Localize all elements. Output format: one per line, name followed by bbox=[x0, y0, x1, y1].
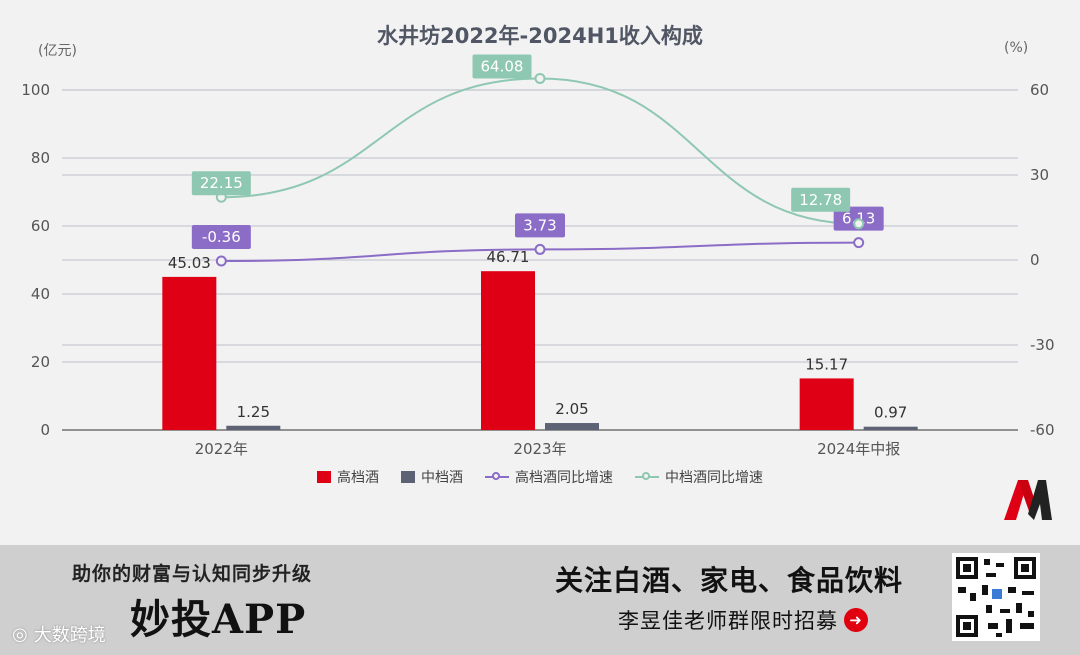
legend-label-mid-range: 中档酒 bbox=[421, 470, 463, 486]
m-logo-icon bbox=[1004, 480, 1052, 520]
legend-swatch-high-end bbox=[317, 471, 331, 483]
right-axis-tick-label: 30 bbox=[1030, 166, 1049, 184]
banner-focus-topics: 关注白酒、家电、食品饮料 bbox=[555, 564, 904, 597]
arrow-right-icon[interactable]: ➜ bbox=[844, 608, 868, 632]
legend-label-high-end-growth: 高档酒同比增速 bbox=[515, 470, 613, 486]
right-axis-tick-label: 60 bbox=[1030, 81, 1049, 99]
x-axis-tick-label: 2024年中报 bbox=[817, 440, 900, 458]
left-axis-tick-label: 80 bbox=[31, 149, 50, 167]
chart-legend: 高档酒 中档酒 高档酒同比增速 中档酒同比增速 bbox=[0, 467, 1080, 487]
left-axis-tick-label: 100 bbox=[21, 81, 50, 99]
promo-banner[interactable]: 助你的财富与认知同步升级 妙投APP 关注白酒、家电、食品饮料 李昱佳老师群限时… bbox=[0, 545, 1080, 655]
bar-mid-range bbox=[863, 426, 918, 430]
bar-high-end bbox=[481, 271, 535, 430]
banner-recruit-text: 李昱佳老师群限时招募 bbox=[618, 609, 838, 633]
legend-swatch-mid-range bbox=[401, 471, 415, 483]
watermark-text: 大数跨境 bbox=[33, 625, 106, 646]
marker-high-end-growth bbox=[534, 243, 546, 255]
right-axis-tick-label: 0 bbox=[1030, 251, 1040, 269]
marker-high-end-growth bbox=[853, 237, 865, 249]
bar-data-label: 15.17 bbox=[805, 355, 848, 373]
banner-slogan: 助你的财富与认知同步升级 bbox=[72, 563, 313, 585]
data-label-mid-range-growth: 22.15 bbox=[200, 174, 243, 192]
data-label-box-high-end-growth bbox=[515, 213, 565, 238]
legend-item-mid-range[interactable]: 中档酒 bbox=[401, 467, 463, 487]
chart-title: 水井坊2022年-2024H1收入构成 bbox=[377, 24, 703, 48]
data-label-high-end-growth: -0.36 bbox=[202, 228, 241, 246]
bar-data-label: 1.25 bbox=[237, 403, 270, 421]
bar-data-label: 45.03 bbox=[168, 254, 211, 272]
banner-app-name: 妙投APP bbox=[130, 596, 307, 643]
qr-code-icon[interactable] bbox=[952, 553, 1040, 641]
x-axis-tick-label: 2022年 bbox=[195, 440, 248, 458]
data-label-box-mid-range-growth bbox=[791, 187, 851, 212]
legend-item-high-end[interactable]: 高档酒 bbox=[317, 467, 379, 487]
left-axis-tick-label: 20 bbox=[31, 353, 50, 371]
data-label-high-end-growth: 3.73 bbox=[523, 216, 556, 234]
data-label-box-mid-range-growth bbox=[472, 54, 532, 79]
right-axis-unit: (%) bbox=[1004, 40, 1029, 56]
line-mid-range-growth bbox=[221, 77, 859, 225]
legend-item-mid-range-growth[interactable]: 中档酒同比增速 bbox=[635, 467, 763, 487]
x-axis-tick-label: 2023年 bbox=[513, 440, 566, 458]
legend-swatch-high-end-growth bbox=[485, 471, 509, 483]
bar-high-end bbox=[162, 276, 217, 430]
left-axis-tick-label: 60 bbox=[31, 217, 50, 235]
marker-mid-range-growth bbox=[534, 72, 546, 84]
legend-item-high-end-growth[interactable]: 高档酒同比增速 bbox=[485, 467, 613, 487]
chart-svg: 0 20 40 60 80 100 -60 -30 0 30 60 2022年 2023年 2024年中报… bbox=[21, 54, 1055, 458]
banner-recruit[interactable]: 李昱佳老师群限时招募 ➜ bbox=[618, 605, 868, 635]
marker-mid-range-growth bbox=[853, 218, 865, 230]
bar-data-label: 0.97 bbox=[874, 404, 907, 422]
data-label-box-mid-range-growth bbox=[191, 171, 251, 196]
bar-data-label: 46.71 bbox=[487, 248, 530, 266]
bar-mid-range bbox=[226, 425, 281, 430]
legend-swatch-mid-range-growth bbox=[635, 471, 659, 483]
legend-label-mid-range-growth: 中档酒同比增速 bbox=[665, 470, 763, 486]
data-label-mid-range-growth: 64.08 bbox=[481, 57, 524, 75]
marker-high-end-growth bbox=[215, 255, 227, 267]
left-axis-unit: (亿元) bbox=[38, 43, 77, 59]
right-axis-tick-label: -30 bbox=[1030, 336, 1055, 354]
bar-high-end bbox=[799, 378, 854, 430]
bar-data-label: 2.05 bbox=[555, 400, 588, 418]
chart-area: 水井坊2022年-2024H1收入构成 (亿元) (%) 0 20 40 60 80 10… bbox=[0, 24, 1080, 520]
watermark: ◎ 大数跨境 bbox=[12, 621, 106, 647]
data-label-mid-range-growth: 12.78 bbox=[799, 191, 842, 209]
right-axis-tick-label: -60 bbox=[1030, 421, 1055, 439]
legend-label-high-end: 高档酒 bbox=[337, 470, 379, 486]
left-axis-tick-label: 0 bbox=[40, 421, 50, 439]
data-label-box-high-end-growth bbox=[191, 225, 251, 250]
weibo-icon: ◎ bbox=[12, 623, 28, 645]
left-axis-tick-label: 40 bbox=[31, 285, 50, 303]
bar-mid-range bbox=[545, 423, 599, 430]
